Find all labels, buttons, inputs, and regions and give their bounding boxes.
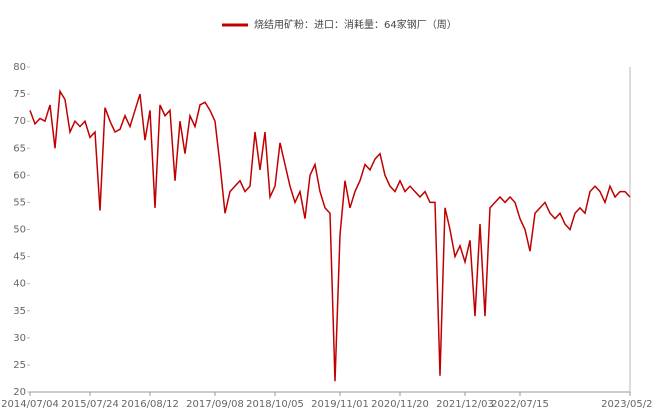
y-tick-label: 20 <box>13 387 26 398</box>
series-line <box>29 89 631 382</box>
y-tick-label: 40 <box>13 279 26 290</box>
y-tick-label: 70 <box>13 116 26 127</box>
x-tick-label: 2018/10/05 <box>246 399 304 408</box>
y-tick-label: 75 <box>13 89 26 100</box>
x-tick-label: 2017/09/08 <box>186 399 244 408</box>
y-tick-label: 65 <box>13 143 26 154</box>
x-tick-label: 2016/08/12 <box>121 399 179 408</box>
y-tick-label: 30 <box>13 333 26 344</box>
x-tick-label: 2015/07/24 <box>61 399 119 408</box>
y-tick-label: 50 <box>13 225 26 236</box>
y-tick-label: 80 <box>13 62 26 73</box>
x-tick-label: 2014/07/04 <box>1 399 59 408</box>
legend-text: 烧结用矿粉：进口：消耗量：64家钢厂（周） <box>254 18 457 31</box>
x-tick-label: 2019/11/01 <box>311 399 369 408</box>
y-tick-label: 45 <box>13 252 26 263</box>
x-tick-label: 2021/12/03 <box>436 399 494 408</box>
y-tick-label: 25 <box>13 360 26 371</box>
y-tick-label: 55 <box>13 197 26 208</box>
x-tick-label: 2022/07/15 <box>491 399 549 408</box>
x-tick-label: 2020/11/20 <box>371 399 429 408</box>
y-tick-label: 35 <box>13 306 26 317</box>
x-tick-label: 2023/05/26 <box>601 399 653 408</box>
y-tick-label: 60 <box>13 170 26 181</box>
